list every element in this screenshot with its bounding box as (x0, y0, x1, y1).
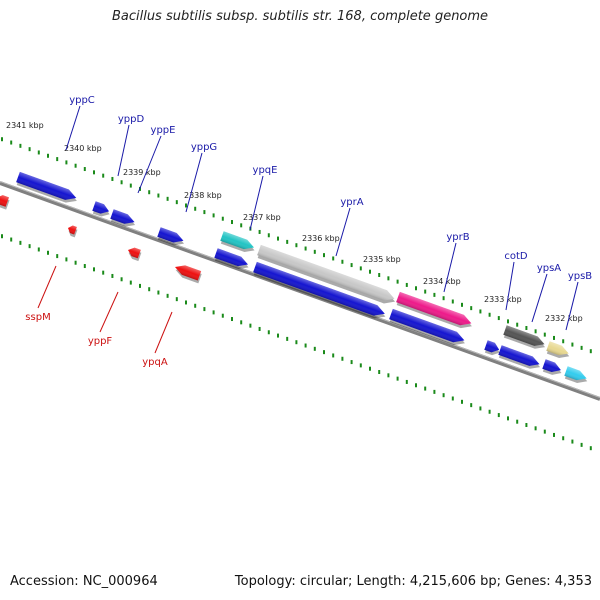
gene-label-yppG: yppG (191, 142, 217, 153)
leader-line-yppE (137, 135, 162, 194)
gene-arrow-yppG (157, 227, 185, 246)
gene-label-ypsA: ypsA (537, 263, 561, 274)
gene-arrow-ypsA-shine (546, 341, 569, 356)
gene-arrow-sspM (68, 225, 78, 238)
gene-arrow-ypsA (546, 341, 570, 358)
leader-line-cotD (505, 261, 515, 311)
gene-arrow-yprB-lower-shine (389, 308, 465, 343)
gene-arrow-yppC-shine (16, 171, 77, 200)
gene-arrow-yppG-shine (157, 227, 184, 243)
backbone-line (0, 181, 600, 401)
gene-arrow-yprA-shine (257, 244, 395, 301)
gene-label-ypsB: ypsB (568, 271, 592, 282)
gene-arrow-yprA (257, 244, 396, 304)
gene-label-yprA: yprA (340, 197, 363, 208)
tick-row-upper (1, 137, 592, 354)
gene-label-cotD: cotD (504, 251, 528, 262)
gene-arrow-yppC (16, 171, 77, 203)
gene-arrow-ypqE-lower-shine (214, 248, 248, 267)
gene-arrow-yprB-lower (389, 308, 465, 346)
accession-label: Accession: NC_000964 (10, 574, 158, 589)
gene-arrow-cotD-lower (498, 345, 541, 369)
gene-label-yppC: yppC (69, 95, 95, 106)
gene-arrow-ypqA-shine (175, 265, 202, 281)
kbp-tick-label: 2337 kbp (243, 213, 281, 222)
gene-label-yppD: yppD (118, 114, 145, 125)
gene-arrow-ypqE-shine (220, 231, 254, 250)
gene-arrow-ypsB (564, 366, 588, 383)
gene-arrow-yppF-shine (128, 247, 141, 259)
leader-line-ypqE (249, 175, 264, 231)
gene-arrow-sspM-edge-shine (0, 195, 9, 207)
gene-arrow-sspM-shine (68, 225, 77, 235)
gene-arrow-ypqE-lower (214, 248, 249, 270)
leader-line-yprB (443, 242, 457, 293)
kbp-tick-label: 2333 kbp (484, 295, 522, 304)
gene-arrow-yppD (92, 201, 110, 217)
gene-label-ypqA: ypqA (142, 357, 168, 368)
gene-arrow-yprA-lower (253, 261, 386, 319)
kbp-tick-label: 2341 kbp (6, 121, 44, 130)
kbp-tick-label: 2339 kbp (123, 168, 161, 177)
gene-arrow-sspM-edge (0, 195, 10, 210)
gene-arrow-ypsA-lower-shine (542, 359, 561, 373)
kbp-tick-label: 2336 kbp (302, 234, 340, 243)
gene-arrow-yppD-shine (92, 201, 110, 214)
leader-line-yppG (185, 152, 203, 213)
gene-label-sspM: sspM (25, 312, 50, 323)
genome-summary: Topology: circular; Length: 4,215,606 bp… (234, 574, 592, 589)
gene-label-yppF: yppF (88, 336, 113, 347)
leader-line-ypqA (154, 311, 173, 354)
gene-arrow-cotD-lower-shine (498, 345, 540, 366)
gene-label-yprB: yprB (446, 232, 469, 243)
kbp-tick-label: 2340 kbp (64, 144, 102, 153)
kbp-tick-label: 2332 kbp (545, 314, 583, 323)
kbp-tick-label: 2334 kbp (423, 277, 461, 286)
gene-arrow-ypqE (220, 231, 255, 253)
gene-arrow-yprB (396, 291, 472, 329)
leader-line-sspM (37, 265, 57, 309)
gene-arrow-small-shine (484, 340, 500, 353)
gene-label-ypqE: ypqE (253, 165, 278, 176)
gene-arrow-cotD-shine (503, 325, 545, 346)
kbp-tick-label: 2338 kbp (184, 191, 222, 200)
leader-line-ypsA (531, 273, 548, 323)
kbp-tick-label: 2335 kbp (363, 255, 401, 264)
gene-arrow-yppF (128, 247, 142, 262)
leader-line-yppC (65, 105, 81, 151)
leader-line-yprA (335, 207, 351, 257)
genome-title: Bacillus subtilis subsp. subtilis str. 1… (111, 9, 489, 24)
leader-line-ypsB (565, 281, 579, 331)
gene-arrow-yprB-shine (396, 291, 472, 326)
leader-line-yppF (99, 291, 119, 333)
gene-arrow-yppE (110, 209, 136, 227)
gene-arrow-yprA-lower-shine (253, 261, 385, 316)
gene-arrow-cotD (503, 325, 546, 349)
gene-arrow-small (484, 340, 500, 356)
gene-arrow-ypsA-lower (542, 359, 562, 375)
gene-arrow-ypqA (175, 265, 202, 284)
gene-arrow-ypsB-shine (564, 366, 587, 381)
gene-arrow-yppE-shine (110, 209, 135, 224)
backbone-highlight (0, 181, 600, 398)
tick-row-lower (1, 234, 592, 451)
gene-label-yppE: yppE (151, 125, 176, 136)
leader-line-yppD (117, 124, 130, 177)
